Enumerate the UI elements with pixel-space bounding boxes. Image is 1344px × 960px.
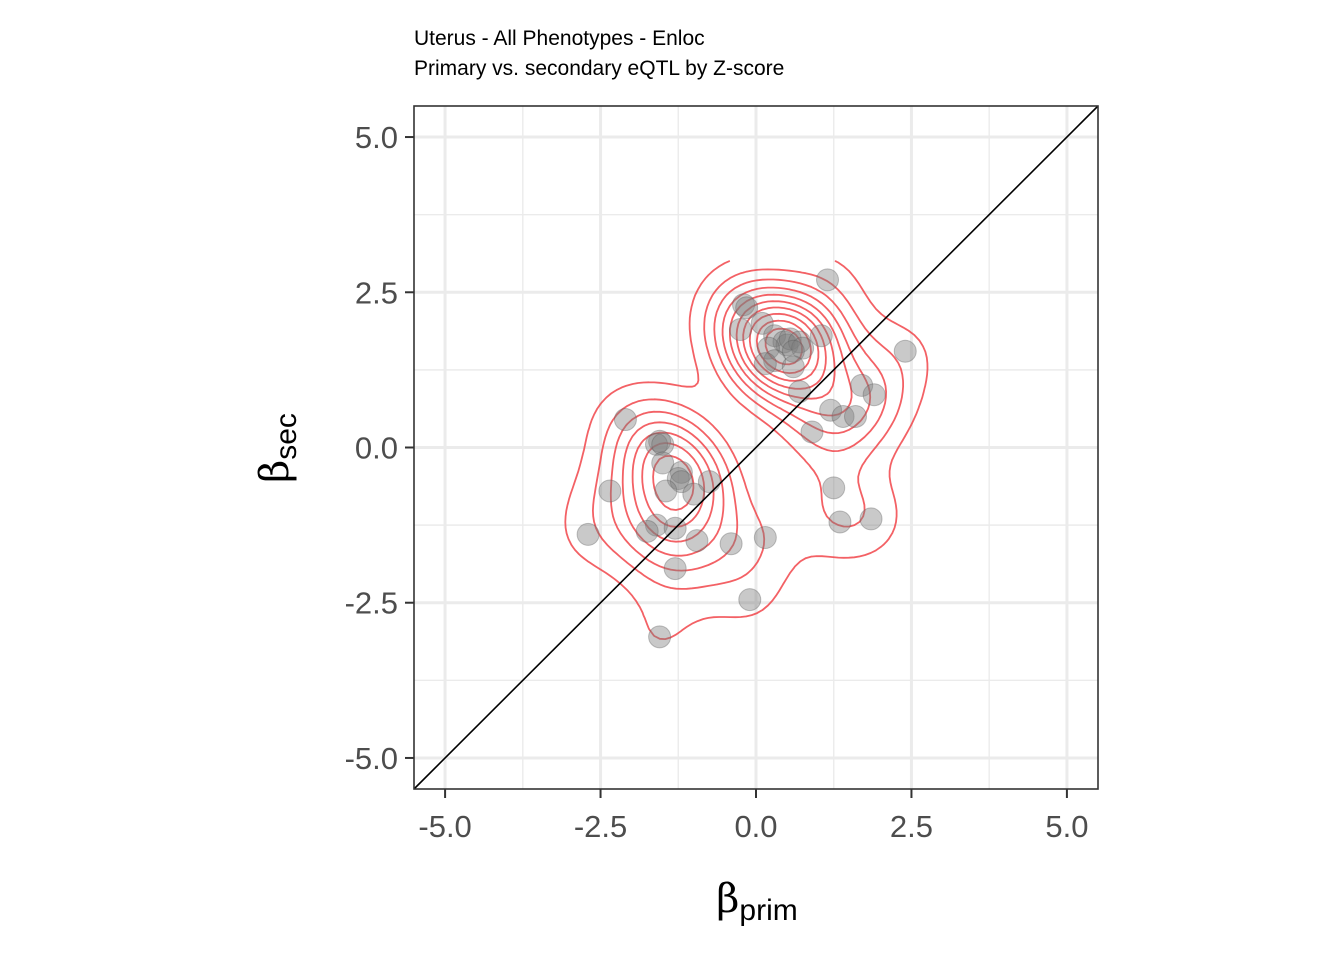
data-point (728, 318, 752, 342)
density-contour-level (748, 312, 820, 382)
data-point (819, 398, 843, 422)
grid-major (414, 106, 1098, 789)
data-point (654, 479, 678, 503)
data-point (778, 327, 802, 351)
data-point (775, 333, 799, 357)
data-point (685, 529, 709, 553)
data-point (719, 532, 743, 556)
data-point (669, 460, 693, 484)
data-point (635, 519, 659, 543)
density-contour-level (764, 327, 803, 366)
y-tick-label: 5.0 (355, 120, 398, 155)
data-point (669, 470, 693, 494)
data-point (781, 339, 805, 363)
data-point (893, 339, 917, 363)
y-axis: -5.0 -2.5 0.0 2.5 5.0 (345, 120, 414, 776)
data-point (788, 380, 812, 404)
y-tick-label: 0.0 (355, 431, 398, 466)
data-point (828, 510, 852, 534)
x-tick-label: 2.5 (890, 809, 933, 844)
density-contour-level (564, 260, 929, 640)
data-point (735, 296, 759, 320)
data-point (738, 588, 762, 612)
data-point (809, 324, 833, 348)
data-point (772, 330, 796, 354)
data-point (800, 420, 824, 444)
y-axis-symbol: β (252, 460, 298, 483)
x-axis-title: βprim (716, 876, 797, 927)
data-point (862, 383, 886, 407)
scatter-points (576, 268, 917, 649)
y-tick-label: 2.5 (355, 275, 398, 310)
x-axis-subscript: prim (739, 894, 797, 927)
data-point (750, 311, 774, 335)
data-point (648, 429, 672, 453)
data-point (645, 513, 669, 537)
x-tick-label: -2.5 (574, 809, 627, 844)
data-point (781, 355, 805, 379)
x-tick-label: 5.0 (1045, 809, 1088, 844)
data-point (753, 352, 777, 376)
density-contour-level (621, 286, 872, 557)
density-contour-level (609, 278, 887, 572)
data-point (753, 526, 777, 550)
data-point (816, 268, 840, 292)
data-point (613, 408, 637, 432)
data-point (850, 373, 874, 397)
data-point (859, 507, 883, 531)
data-point (822, 476, 846, 500)
data-point (648, 625, 672, 649)
y-tick-label: -2.5 (345, 586, 398, 621)
x-axis: -5.0 -2.5 0.0 2.5 5.0 (418, 789, 1088, 844)
data-point (763, 324, 787, 348)
data-point (831, 404, 855, 428)
data-point (763, 349, 787, 373)
plot-panel (413, 105, 1099, 790)
x-tick-label: -5.0 (418, 809, 471, 844)
data-point (697, 470, 721, 494)
data-point (666, 467, 690, 491)
data-point (663, 557, 687, 581)
density-contour-level (641, 300, 836, 528)
data-point (651, 451, 675, 475)
data-point (791, 336, 815, 360)
data-point (843, 404, 867, 428)
y-axis-subscript: sec (270, 413, 303, 460)
chart-subtitle: Primary vs. secondary eQTL by Z-score (414, 57, 784, 80)
y-tick-label: -5.0 (345, 741, 398, 776)
chart-title: Uterus - All Phenotypes - Enloc (414, 27, 705, 50)
x-tick-label: 0.0 (734, 809, 777, 844)
data-point (732, 293, 756, 317)
data-point (651, 432, 675, 456)
identity-line (413, 105, 1099, 790)
x-axis-symbol: β (716, 876, 739, 922)
data-point (788, 330, 812, 354)
data-point (682, 482, 706, 506)
data-point (576, 522, 600, 546)
data-point (756, 336, 780, 360)
data-point (645, 432, 669, 456)
density-contour-level (592, 268, 904, 590)
density-contour-level (755, 319, 812, 374)
data-point (598, 479, 622, 503)
density-contour-level (652, 306, 827, 511)
y-axis-title: βsec (252, 413, 303, 483)
